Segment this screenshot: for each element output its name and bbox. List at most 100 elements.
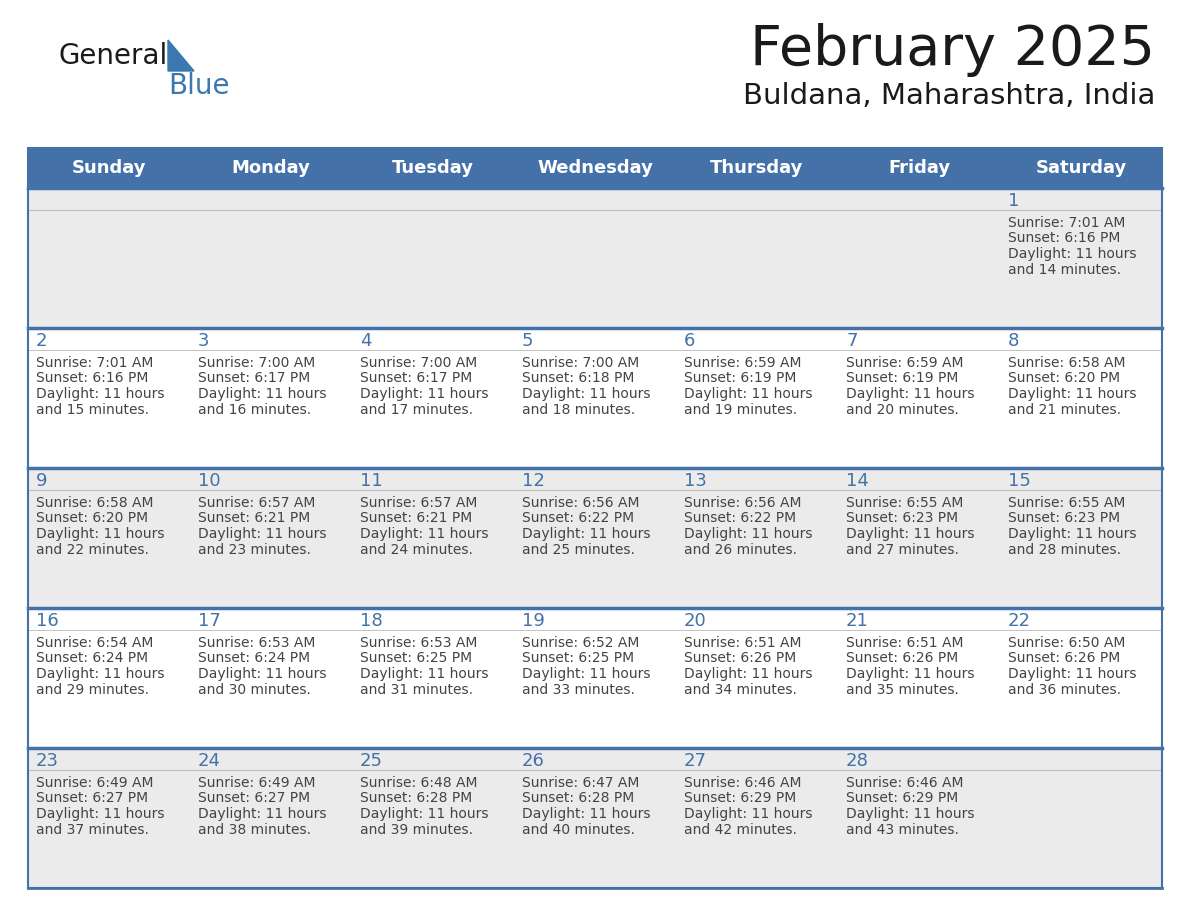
- Text: Sunrise: 6:53 AM: Sunrise: 6:53 AM: [198, 636, 315, 650]
- Text: and 14 minutes.: and 14 minutes.: [1007, 263, 1121, 276]
- Text: Daylight: 11 hours: Daylight: 11 hours: [360, 527, 488, 541]
- Text: Sunset: 6:24 PM: Sunset: 6:24 PM: [36, 652, 148, 666]
- Text: 2: 2: [36, 332, 48, 350]
- Text: 15: 15: [1007, 472, 1031, 490]
- Text: and 26 minutes.: and 26 minutes.: [684, 543, 797, 556]
- Text: Sunrise: 6:49 AM: Sunrise: 6:49 AM: [36, 776, 153, 790]
- Text: Sunset: 6:26 PM: Sunset: 6:26 PM: [1007, 652, 1120, 666]
- Text: 4: 4: [360, 332, 372, 350]
- Text: Sunrise: 6:48 AM: Sunrise: 6:48 AM: [360, 776, 478, 790]
- Text: Sunset: 6:24 PM: Sunset: 6:24 PM: [198, 652, 310, 666]
- Text: Sunrise: 7:00 AM: Sunrise: 7:00 AM: [360, 356, 478, 370]
- Text: Sunrise: 6:57 AM: Sunrise: 6:57 AM: [360, 496, 478, 510]
- Text: and 43 minutes.: and 43 minutes.: [846, 823, 959, 836]
- Text: Sunset: 6:16 PM: Sunset: 6:16 PM: [1007, 231, 1120, 245]
- Text: Sunset: 6:27 PM: Sunset: 6:27 PM: [198, 791, 310, 805]
- Text: Sunset: 6:27 PM: Sunset: 6:27 PM: [36, 791, 148, 805]
- Text: Daylight: 11 hours: Daylight: 11 hours: [36, 387, 164, 401]
- Text: 22: 22: [1007, 612, 1031, 630]
- Text: 25: 25: [360, 752, 383, 770]
- Bar: [29, 188, 1162, 328]
- Text: and 20 minutes.: and 20 minutes.: [846, 402, 959, 417]
- Text: Sunset: 6:29 PM: Sunset: 6:29 PM: [846, 791, 959, 805]
- Text: Sunrise: 7:01 AM: Sunrise: 7:01 AM: [1007, 216, 1125, 230]
- Text: Sunrise: 6:52 AM: Sunrise: 6:52 AM: [522, 636, 639, 650]
- Bar: [29, 468, 1162, 608]
- Text: Friday: Friday: [887, 159, 950, 177]
- Text: and 42 minutes.: and 42 minutes.: [684, 823, 797, 836]
- Text: Sunrise: 6:53 AM: Sunrise: 6:53 AM: [360, 636, 478, 650]
- Text: Sunset: 6:28 PM: Sunset: 6:28 PM: [522, 791, 634, 805]
- Text: Sunrise: 6:57 AM: Sunrise: 6:57 AM: [198, 496, 315, 510]
- Text: Sunrise: 6:56 AM: Sunrise: 6:56 AM: [684, 496, 802, 510]
- Text: Daylight: 11 hours: Daylight: 11 hours: [684, 387, 813, 401]
- Text: Saturday: Saturday: [1036, 159, 1126, 177]
- Text: Daylight: 11 hours: Daylight: 11 hours: [36, 807, 164, 821]
- Text: 5: 5: [522, 332, 533, 350]
- Text: Sunset: 6:18 PM: Sunset: 6:18 PM: [522, 372, 634, 386]
- Text: Sunset: 6:28 PM: Sunset: 6:28 PM: [360, 791, 473, 805]
- Text: Sunset: 6:19 PM: Sunset: 6:19 PM: [684, 372, 796, 386]
- Text: Sunset: 6:20 PM: Sunset: 6:20 PM: [1007, 372, 1120, 386]
- Polygon shape: [168, 40, 194, 71]
- Text: 18: 18: [360, 612, 383, 630]
- Text: 21: 21: [846, 612, 868, 630]
- Text: Sunrise: 6:58 AM: Sunrise: 6:58 AM: [36, 496, 153, 510]
- Text: and 40 minutes.: and 40 minutes.: [522, 823, 634, 836]
- Text: Daylight: 11 hours: Daylight: 11 hours: [846, 387, 974, 401]
- Text: and 31 minutes.: and 31 minutes.: [360, 682, 473, 697]
- Text: General: General: [58, 42, 168, 70]
- Text: 20: 20: [684, 612, 707, 630]
- Text: Sunrise: 7:00 AM: Sunrise: 7:00 AM: [198, 356, 315, 370]
- Text: Blue: Blue: [168, 72, 229, 100]
- Text: Daylight: 11 hours: Daylight: 11 hours: [1007, 387, 1137, 401]
- Text: and 21 minutes.: and 21 minutes.: [1007, 402, 1121, 417]
- Text: Daylight: 11 hours: Daylight: 11 hours: [522, 527, 651, 541]
- Text: Sunset: 6:29 PM: Sunset: 6:29 PM: [684, 791, 796, 805]
- Bar: [29, 608, 1162, 748]
- Text: Sunset: 6:17 PM: Sunset: 6:17 PM: [198, 372, 310, 386]
- Text: and 24 minutes.: and 24 minutes.: [360, 543, 473, 556]
- Text: Sunset: 6:23 PM: Sunset: 6:23 PM: [1007, 511, 1120, 525]
- Text: 26: 26: [522, 752, 545, 770]
- Text: Sunset: 6:22 PM: Sunset: 6:22 PM: [684, 511, 796, 525]
- Text: and 38 minutes.: and 38 minutes.: [198, 823, 311, 836]
- Text: Sunset: 6:22 PM: Sunset: 6:22 PM: [522, 511, 634, 525]
- Text: Sunset: 6:21 PM: Sunset: 6:21 PM: [198, 511, 310, 525]
- Text: 27: 27: [684, 752, 707, 770]
- Text: and 34 minutes.: and 34 minutes.: [684, 682, 797, 697]
- Text: Daylight: 11 hours: Daylight: 11 hours: [1007, 527, 1137, 541]
- Text: and 19 minutes.: and 19 minutes.: [684, 402, 797, 417]
- Text: Sunrise: 6:55 AM: Sunrise: 6:55 AM: [1007, 496, 1125, 510]
- Text: Sunrise: 6:59 AM: Sunrise: 6:59 AM: [846, 356, 963, 370]
- Text: Daylight: 11 hours: Daylight: 11 hours: [684, 667, 813, 681]
- Text: Daylight: 11 hours: Daylight: 11 hours: [1007, 247, 1137, 261]
- Text: and 35 minutes.: and 35 minutes.: [846, 682, 959, 697]
- Text: 7: 7: [846, 332, 858, 350]
- Text: Sunset: 6:25 PM: Sunset: 6:25 PM: [360, 652, 472, 666]
- Text: and 23 minutes.: and 23 minutes.: [198, 543, 311, 556]
- Text: and 29 minutes.: and 29 minutes.: [36, 682, 148, 697]
- Text: 13: 13: [684, 472, 707, 490]
- Bar: [29, 748, 1162, 888]
- Text: 8: 8: [1007, 332, 1019, 350]
- Text: 12: 12: [522, 472, 545, 490]
- Text: Sunset: 6:20 PM: Sunset: 6:20 PM: [36, 511, 148, 525]
- Text: Sunrise: 7:01 AM: Sunrise: 7:01 AM: [36, 356, 153, 370]
- Text: Sunset: 6:26 PM: Sunset: 6:26 PM: [846, 652, 959, 666]
- Text: Sunset: 6:25 PM: Sunset: 6:25 PM: [522, 652, 634, 666]
- Text: and 28 minutes.: and 28 minutes.: [1007, 543, 1121, 556]
- Text: Daylight: 11 hours: Daylight: 11 hours: [846, 527, 974, 541]
- Bar: [29, 148, 1162, 188]
- Text: and 18 minutes.: and 18 minutes.: [522, 402, 636, 417]
- Text: Daylight: 11 hours: Daylight: 11 hours: [198, 667, 327, 681]
- Text: and 37 minutes.: and 37 minutes.: [36, 823, 148, 836]
- Text: and 16 minutes.: and 16 minutes.: [198, 402, 311, 417]
- Text: February 2025: February 2025: [750, 23, 1155, 77]
- Text: Daylight: 11 hours: Daylight: 11 hours: [36, 527, 164, 541]
- Text: and 15 minutes.: and 15 minutes.: [36, 402, 148, 417]
- Text: 16: 16: [36, 612, 58, 630]
- Text: Sunrise: 6:47 AM: Sunrise: 6:47 AM: [522, 776, 639, 790]
- Text: Sunset: 6:16 PM: Sunset: 6:16 PM: [36, 372, 148, 386]
- Text: Daylight: 11 hours: Daylight: 11 hours: [360, 667, 488, 681]
